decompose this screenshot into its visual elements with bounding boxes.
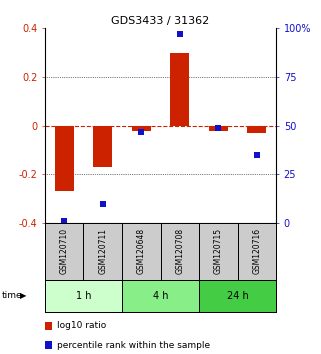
Bar — [93, 126, 112, 167]
Point — [254, 152, 259, 158]
Point — [62, 218, 67, 224]
Text: GSM120715: GSM120715 — [214, 228, 223, 274]
Bar — [170, 53, 189, 126]
Point — [100, 201, 105, 206]
Bar — [45, 280, 122, 312]
Text: ▶: ▶ — [20, 291, 26, 300]
Text: 1 h: 1 h — [76, 291, 91, 301]
Bar — [55, 126, 74, 192]
Bar — [209, 126, 228, 131]
Bar — [199, 223, 238, 280]
Bar — [122, 280, 199, 312]
Point — [139, 129, 144, 134]
Bar — [160, 223, 199, 280]
Text: GSM120648: GSM120648 — [137, 228, 146, 274]
Bar — [199, 280, 276, 312]
Bar — [83, 223, 122, 280]
Bar — [238, 223, 276, 280]
Point — [177, 31, 182, 37]
Bar — [247, 126, 266, 133]
Bar — [45, 223, 83, 280]
Text: GSM120711: GSM120711 — [98, 228, 107, 274]
Text: GSM120710: GSM120710 — [60, 228, 69, 274]
Text: percentile rank within the sample: percentile rank within the sample — [57, 341, 210, 350]
Bar — [122, 223, 160, 280]
Text: log10 ratio: log10 ratio — [57, 321, 106, 330]
Text: 4 h: 4 h — [153, 291, 168, 301]
Text: GSM120708: GSM120708 — [175, 228, 184, 274]
Title: GDS3433 / 31362: GDS3433 / 31362 — [111, 16, 210, 26]
Text: GSM120716: GSM120716 — [252, 228, 261, 274]
Text: time: time — [2, 291, 22, 300]
Bar — [132, 126, 151, 131]
Text: 24 h: 24 h — [227, 291, 248, 301]
Point — [216, 125, 221, 130]
